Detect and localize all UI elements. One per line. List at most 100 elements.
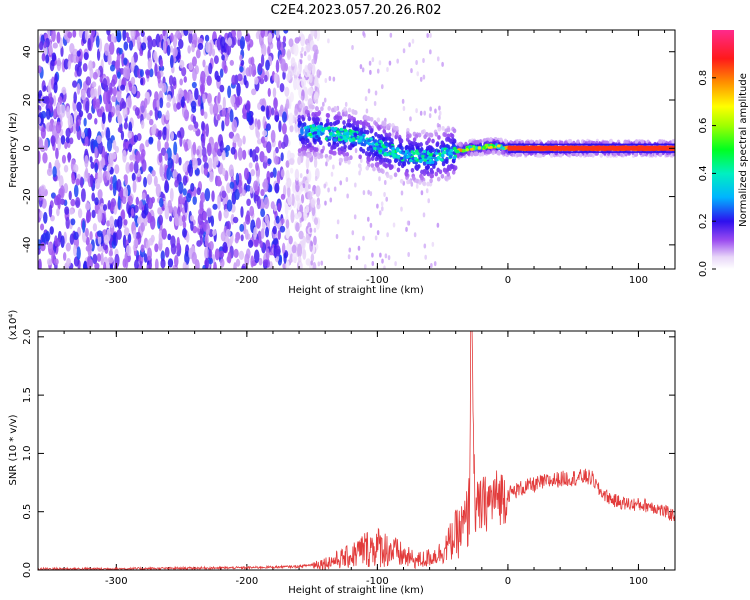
spectrogram-cell (381, 206, 384, 212)
spectrogram-cell (63, 164, 69, 173)
spectrogram-cell (293, 78, 297, 91)
spectrogram-cell (423, 134, 427, 140)
spectrogram-cell (130, 30, 136, 40)
spectrogram-cell (85, 210, 92, 223)
spectrogram-cell (396, 58, 399, 64)
spectrogram-cell (51, 52, 57, 62)
spectrogram-cell (165, 111, 170, 121)
spectrogram-cell (164, 206, 170, 220)
spectrogram-cell (376, 68, 380, 74)
spectrogram-cell (38, 65, 42, 74)
spectrogram-cell (249, 148, 253, 158)
spectrogram-cell (272, 225, 277, 235)
spectrogram-cell (96, 48, 101, 61)
spectrogram-cell (191, 81, 197, 89)
spectrogram-cell (452, 138, 457, 144)
spectrogram-cell (174, 213, 180, 227)
spectrogram-cell (192, 195, 197, 205)
spectrogram-cell (332, 164, 335, 170)
spectrogram-cell (429, 106, 432, 112)
spectrogram-cell (355, 255, 359, 261)
spectrogram-cell (297, 120, 302, 126)
spectrogram-cell (299, 103, 303, 109)
spectrogram-cell (428, 113, 432, 119)
spectrogram-cell (332, 133, 336, 137)
colorbar-tick-label: 0.8 (698, 70, 709, 86)
spectrogram-cell (314, 85, 318, 91)
spectrogram-cell (269, 261, 273, 269)
spectrogram-cell (107, 152, 114, 166)
spectrogram-cell (307, 87, 314, 96)
spectrogram-cell (289, 124, 294, 133)
spectrogram-cell (381, 121, 385, 127)
spectrogram-cell (97, 245, 103, 252)
spectrogram-cell (437, 126, 442, 132)
spectrogram-cell (376, 117, 381, 123)
spectrogram-cell (120, 84, 126, 91)
spectrogram-cell (233, 248, 239, 259)
spectrogram-cell (64, 206, 70, 215)
spectrogram-cell (433, 160, 438, 166)
spectrogram-cell (307, 235, 311, 241)
spectrogram-cell (190, 100, 197, 110)
spectrogram-cell (128, 82, 133, 92)
spectrogram-cell (327, 106, 332, 111)
spectrogram-cell (259, 151, 265, 163)
spectrogram-cell (412, 151, 416, 156)
spectrogram-cell (278, 140, 282, 150)
spectrogram-cell (319, 117, 322, 123)
spectrogram-cell (183, 76, 187, 83)
spectrogram-cell (157, 130, 162, 141)
spectrogram-cell (337, 150, 342, 156)
spectrogram-cell (354, 182, 357, 188)
spectrogram-cell (359, 146, 363, 152)
spectrogram-cell (307, 62, 313, 71)
spectrogram-cell (83, 52, 89, 61)
spectrogram-cell (375, 163, 379, 168)
spectrogram-cell (221, 54, 225, 61)
spectrogram-cell (132, 230, 137, 240)
spectrogram-cell (55, 147, 59, 160)
spectrogram-cell (578, 152, 583, 158)
spectrogram-cell (145, 69, 151, 76)
spectrogram-cell (282, 70, 286, 80)
spectrogram-cell (410, 167, 415, 173)
spectrogram-cell (434, 171, 439, 177)
spectrogram-cell (419, 142, 423, 147)
spectrogram-cell (127, 130, 133, 140)
spectrogram-cell (109, 264, 114, 269)
spectrogram-cell (369, 116, 374, 122)
spectrogram-cell (116, 91, 122, 103)
spectrogram-cell (446, 166, 451, 172)
spectrogram-cell (91, 30, 96, 37)
spectrogram-cell (98, 140, 103, 155)
spectrogram-cell (159, 163, 164, 178)
colorbar-gradient (712, 30, 734, 269)
spectrogram-cell (206, 207, 212, 218)
spectrogram-cell (82, 62, 88, 72)
spectrogram-cell (211, 48, 216, 57)
spectrogram-cell (377, 133, 381, 139)
spectrogram-cell (347, 159, 351, 165)
spectrogram-cell (343, 144, 347, 150)
spectrogram-cell (42, 152, 48, 164)
spectrogram-cell (305, 156, 310, 170)
spectrogram-cell (187, 139, 192, 150)
spectrogram-cell (135, 150, 141, 164)
spectrogram-cell (214, 155, 219, 166)
spectrogram-cell (208, 62, 213, 75)
spectrogram-cell (310, 241, 314, 247)
y-tick-label: 0 (22, 145, 33, 151)
spectrogram-cell (343, 156, 348, 162)
spectrogram-cell (77, 208, 83, 219)
spectrogram-cell (311, 112, 315, 117)
spectrogram-cell (372, 166, 376, 172)
spectrogram-cell (322, 101, 325, 107)
spectrogram-cell (151, 169, 156, 177)
spectrogram-cell (82, 81, 87, 91)
spectrogram-cell (187, 164, 191, 174)
spectrogram-cell (229, 109, 234, 123)
spectrogram-cell (147, 247, 152, 261)
spectrogram-cell (123, 227, 130, 236)
spectrogram-cell (236, 82, 241, 97)
